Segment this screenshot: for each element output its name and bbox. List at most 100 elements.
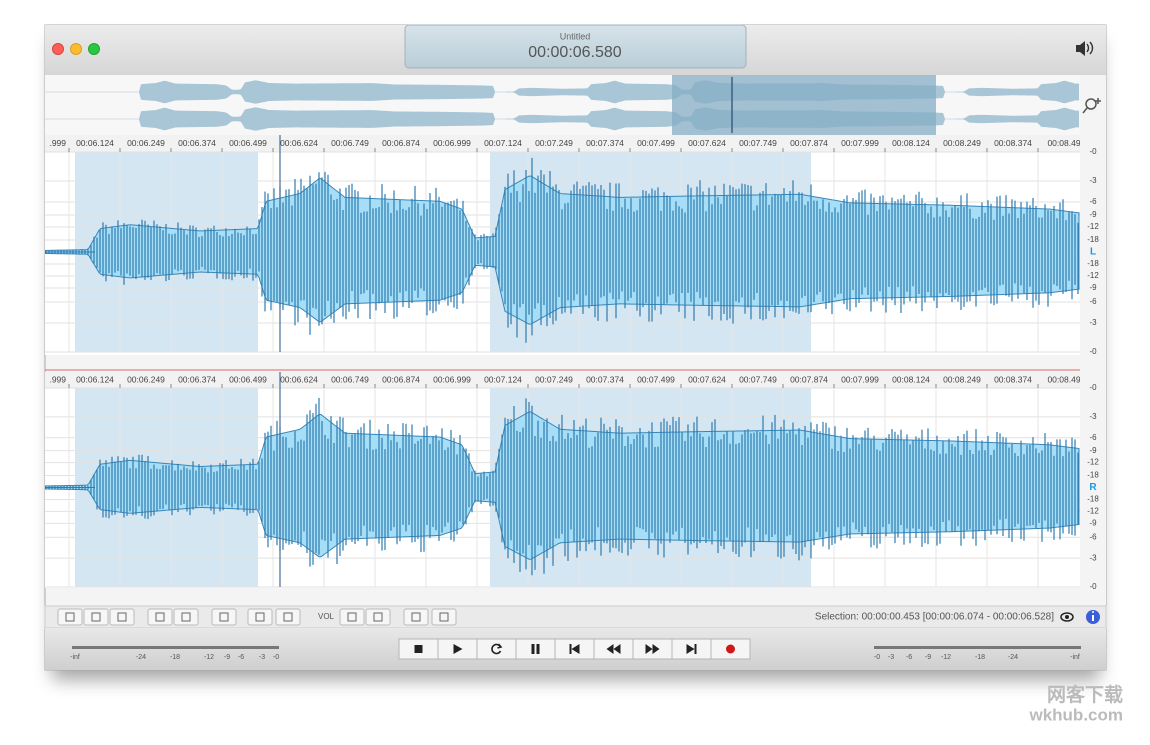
- title-display: [404, 24, 747, 69]
- timeline-label: 00:07.749: [739, 138, 777, 148]
- timeline-label: 00:06.749: [331, 374, 369, 384]
- channel-label: R: [1089, 482, 1097, 493]
- meter-label: -9: [224, 654, 230, 661]
- button-glyph: [219, 612, 229, 622]
- button-glyph: [606, 644, 621, 654]
- undo-button[interactable]: [147, 608, 173, 626]
- fade-in-button[interactable]: [247, 608, 273, 626]
- timeline-label: 00:08.124: [892, 138, 930, 148]
- meter-label: -12: [204, 654, 214, 661]
- db-scale-label: -3: [1089, 176, 1097, 185]
- button-glyph: [155, 612, 165, 622]
- view-toggle[interactable]: [1060, 612, 1074, 622]
- pause-button[interactable]: [515, 638, 556, 660]
- timeline-label: 00:06.499: [229, 374, 267, 384]
- timeline-ruler: [45, 135, 1080, 152]
- vol-label: VOL: [318, 612, 335, 621]
- db-scale-label: -6: [1089, 297, 1097, 306]
- scale-column: [1080, 75, 1106, 605]
- timeline-label: 00:07.249: [535, 374, 573, 384]
- timeline-label: 00:06.374: [178, 374, 216, 384]
- button-glyph: [414, 645, 423, 653]
- timeline-label: 00:06.124: [76, 138, 114, 148]
- loop-toggle-button[interactable]: [403, 608, 429, 626]
- button-glyph: [491, 643, 503, 655]
- timeline-label: 00:07.499: [637, 374, 675, 384]
- timeline-label: 00:08.249: [943, 374, 981, 384]
- crop-button[interactable]: [211, 608, 237, 626]
- play-button[interactable]: [437, 638, 478, 660]
- db-scale-label: -0: [1089, 582, 1097, 591]
- button-glyph: [645, 644, 660, 654]
- button-face: [83, 608, 109, 626]
- button-glyph: [453, 644, 463, 654]
- fade-out-button[interactable]: [275, 608, 301, 626]
- watermark: 网客下载: [1047, 683, 1123, 706]
- meter-label: -0: [874, 654, 880, 661]
- zoom-button[interactable]: [88, 43, 100, 55]
- silence-button[interactable]: [365, 608, 391, 626]
- copy-button[interactable]: [83, 608, 109, 626]
- watermark: wkhub.com: [1028, 705, 1123, 724]
- info-button[interactable]: [1086, 610, 1100, 624]
- meter-label: -0: [273, 654, 279, 661]
- button-face: [57, 608, 83, 626]
- timeline-label: 00:07.749: [739, 374, 777, 384]
- button-face: [365, 608, 391, 626]
- skip-end-button[interactable]: [671, 638, 712, 660]
- timeline-label: 00:07.624: [688, 374, 726, 384]
- db-scale-label: -6: [1089, 197, 1097, 206]
- time-display: 00:00:06.580: [528, 44, 622, 61]
- button-glyph: [439, 612, 449, 622]
- meter-label: -inf: [1070, 654, 1080, 661]
- db-scale-label: -3: [1089, 318, 1097, 327]
- timeline-label: 00:08.249: [943, 138, 981, 148]
- db-scale-label: -12: [1087, 222, 1099, 231]
- record-button[interactable]: [710, 638, 751, 660]
- timeline-label: 00:06.624: [280, 138, 318, 148]
- timeline-label: 00:07.124: [484, 138, 522, 148]
- fast-forward-button[interactable]: [632, 638, 673, 660]
- db-scale-label: -3: [1089, 412, 1097, 421]
- db-scale-label: -18: [1087, 235, 1099, 244]
- button-glyph: [181, 612, 191, 622]
- rewind-button[interactable]: [593, 638, 634, 660]
- button-face: [515, 638, 556, 660]
- stop-button[interactable]: [398, 638, 439, 660]
- cut-button[interactable]: [57, 608, 83, 626]
- db-scale-label: -0: [1089, 147, 1097, 156]
- timeline-label: 00:07.999: [841, 138, 879, 148]
- db-scale-label: -12: [1087, 271, 1099, 280]
- db-scale-label: -18: [1087, 259, 1099, 268]
- paste-button[interactable]: [109, 608, 135, 626]
- repeat-button[interactable]: [476, 638, 517, 660]
- db-scale-label: -12: [1087, 458, 1099, 467]
- db-scale-label: -18: [1087, 471, 1099, 480]
- normalize-button[interactable]: [339, 608, 365, 626]
- zoom-icon[interactable]: [1082, 98, 1101, 114]
- overview-waveform: [45, 80, 1079, 104]
- meter-label: -3: [259, 654, 265, 661]
- redo-button[interactable]: [173, 608, 199, 626]
- button-face: [275, 608, 301, 626]
- level-meter: [72, 646, 279, 649]
- meter-label: -6: [238, 654, 244, 661]
- db-scale-label: -0: [1089, 347, 1097, 356]
- timeline-label: 00:06.749: [331, 138, 369, 148]
- timeline-label: 00:07.499: [637, 138, 675, 148]
- timeline-label: 00:08.49: [1047, 374, 1080, 384]
- timeline-label: 00:06.999: [433, 138, 471, 148]
- button-face: [339, 608, 365, 626]
- minimize-button[interactable]: [70, 43, 82, 55]
- timeline-label: 00:06.874: [382, 138, 420, 148]
- skip-start-button[interactable]: [554, 638, 595, 660]
- channel-label: L: [1090, 247, 1096, 258]
- swap-button[interactable]: [431, 608, 457, 626]
- volume-icon[interactable]: [1076, 41, 1094, 56]
- button-face: [403, 608, 429, 626]
- timeline-label: .999: [49, 138, 66, 148]
- db-scale-label: -12: [1087, 506, 1099, 515]
- button-face: [476, 638, 517, 660]
- close-button[interactable]: [52, 43, 64, 55]
- db-scale-label: -6: [1089, 532, 1097, 541]
